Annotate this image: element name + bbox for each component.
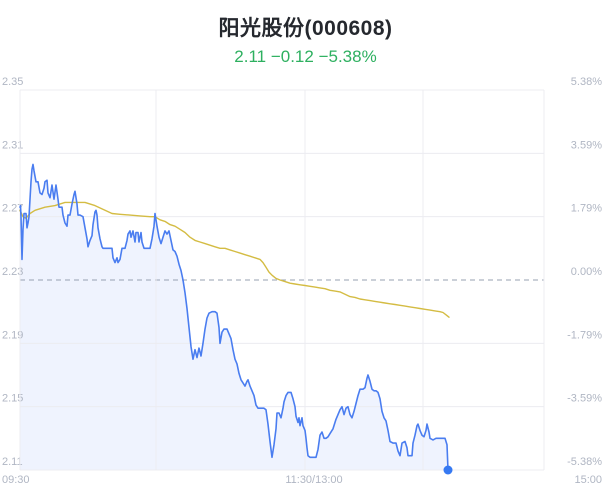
avg-price-line — [19, 201, 450, 318]
y-axis-left-label: 2.11 — [2, 456, 23, 468]
y-axis-right-label: 1.79% — [571, 203, 602, 215]
price-change-summary: 2.11 −0.12 −5.38% — [234, 47, 377, 66]
y-axis-right-label: 0.00% — [571, 266, 602, 278]
y-axis-left-label: 2.23 — [2, 266, 23, 278]
y-axis-left-label: 2.31 — [2, 139, 23, 151]
y-axis-left-label: 2.15 — [2, 393, 23, 405]
y-axis-right-label: -1.79% — [567, 329, 602, 341]
y-axis-left-label: 2.35 — [2, 76, 23, 88]
y-axis-left-label: 2.27 — [2, 203, 23, 215]
last-price-dot — [443, 465, 453, 475]
x-axis-label: 15:00 — [574, 474, 602, 486]
y-axis-right-label: 3.59% — [571, 139, 602, 151]
y-axis-left-label: 2.19 — [2, 329, 23, 341]
y-axis-right-label: -5.38% — [567, 456, 602, 468]
y-axis-right-label: 5.38% — [571, 76, 602, 88]
price-area-fill — [20, 164, 448, 470]
x-axis-label: 09:30 — [2, 474, 30, 486]
x-axis-label: 11:30/13:00 — [285, 474, 342, 486]
y-axis-right-label: -3.59% — [567, 393, 602, 405]
price-line — [19, 163, 449, 471]
page-title: 阳光股份(000608) — [218, 17, 393, 40]
